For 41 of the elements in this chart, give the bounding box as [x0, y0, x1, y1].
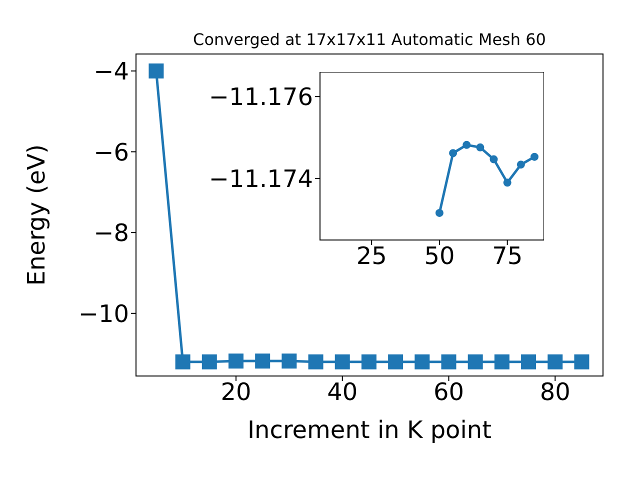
x-axis-title: Increment in K point	[247, 416, 492, 444]
point	[255, 354, 270, 369]
point	[388, 354, 404, 370]
point	[530, 152, 538, 161]
point	[462, 140, 471, 149]
point	[282, 354, 297, 369]
y-tick-label: −8	[94, 219, 129, 248]
x-tick-label: 60	[433, 378, 464, 406]
point	[476, 143, 484, 152]
point	[449, 149, 458, 158]
point	[521, 354, 536, 370]
point	[435, 208, 444, 217]
point	[308, 354, 324, 370]
x-tick-label: 75	[492, 242, 523, 270]
point	[175, 354, 190, 370]
point	[334, 354, 350, 370]
x-tick-label: 25	[356, 242, 387, 270]
point	[148, 63, 164, 78]
point	[202, 354, 217, 370]
point	[228, 354, 244, 369]
x-tick-label: 80	[540, 378, 570, 406]
y-tick-label: −4	[94, 57, 129, 86]
point	[503, 178, 512, 187]
point	[516, 160, 525, 169]
point	[490, 155, 498, 164]
x-tick-label: 40	[327, 378, 358, 406]
y-axis-title: Energy (eV)	[22, 144, 51, 286]
point	[494, 354, 510, 370]
y-tick-label: −6	[94, 138, 129, 166]
y-tick-label: −10	[78, 300, 129, 328]
point	[414, 354, 430, 370]
point	[361, 354, 376, 370]
chart-title: Converged at 17x17x11 Automatic Mesh 60	[192, 30, 547, 49]
y-tick-label: −11.174	[208, 165, 313, 194]
x-tick-label: 50	[424, 242, 455, 270]
point	[574, 354, 590, 370]
y-tick-label: −11.176	[208, 83, 313, 112]
point	[548, 354, 563, 370]
point	[468, 354, 483, 370]
x-tick-label: 20	[220, 378, 252, 406]
point	[441, 354, 456, 370]
